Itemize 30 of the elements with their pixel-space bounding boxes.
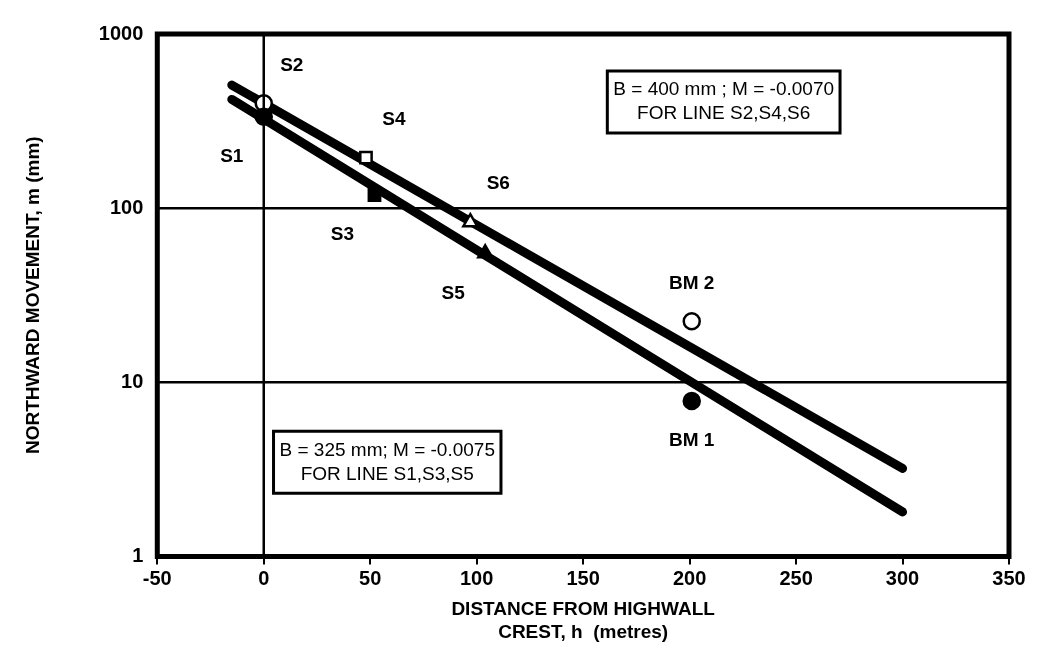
annotation: BM 2 [669,271,715,293]
x-tick-label: 350 [992,566,1026,589]
x-tick-label: 150 [566,566,600,589]
x-tick-label: 250 [779,566,813,589]
y-axis-title: NORTHWARD MOVEMENT, m (mm) [21,136,43,455]
point [682,312,701,331]
x-tick-label: -50 [142,566,172,589]
x-tick-label: 100 [460,566,494,589]
annotation: BM 1 [669,429,715,451]
annotation: S2 [280,53,304,75]
x-tick-label: 300 [885,566,920,589]
y-tick-label: 10 [121,369,144,392]
annotation: S6 [486,172,510,194]
annotation: S5 [441,281,466,303]
x-axis-title: DISTANCE FROM HIGHWALL CREST, h (metres) [451,598,716,642]
x-tick-label: 0 [258,566,270,589]
x-tick-label: 200 [672,566,707,589]
y-tick-label: 1 [132,543,144,566]
point [682,391,701,411]
annotation: B = 400 mm ; M = -0.0070 FOR LINE S2,S4,S6 [613,78,835,124]
point [477,244,494,259]
y-tick-label: 1000 [98,21,144,44]
point [367,188,382,202]
annotation: S4 [382,107,407,129]
y-tick-label: 100 [109,195,144,218]
annotation: S1 [220,144,244,166]
point [359,150,373,165]
annotation: B = 325 mm; M = -0.0075 FOR LINE S1,S3,S5 [279,438,495,484]
annotation: S3 [330,223,355,245]
x-tick-label: 50 [359,566,382,589]
